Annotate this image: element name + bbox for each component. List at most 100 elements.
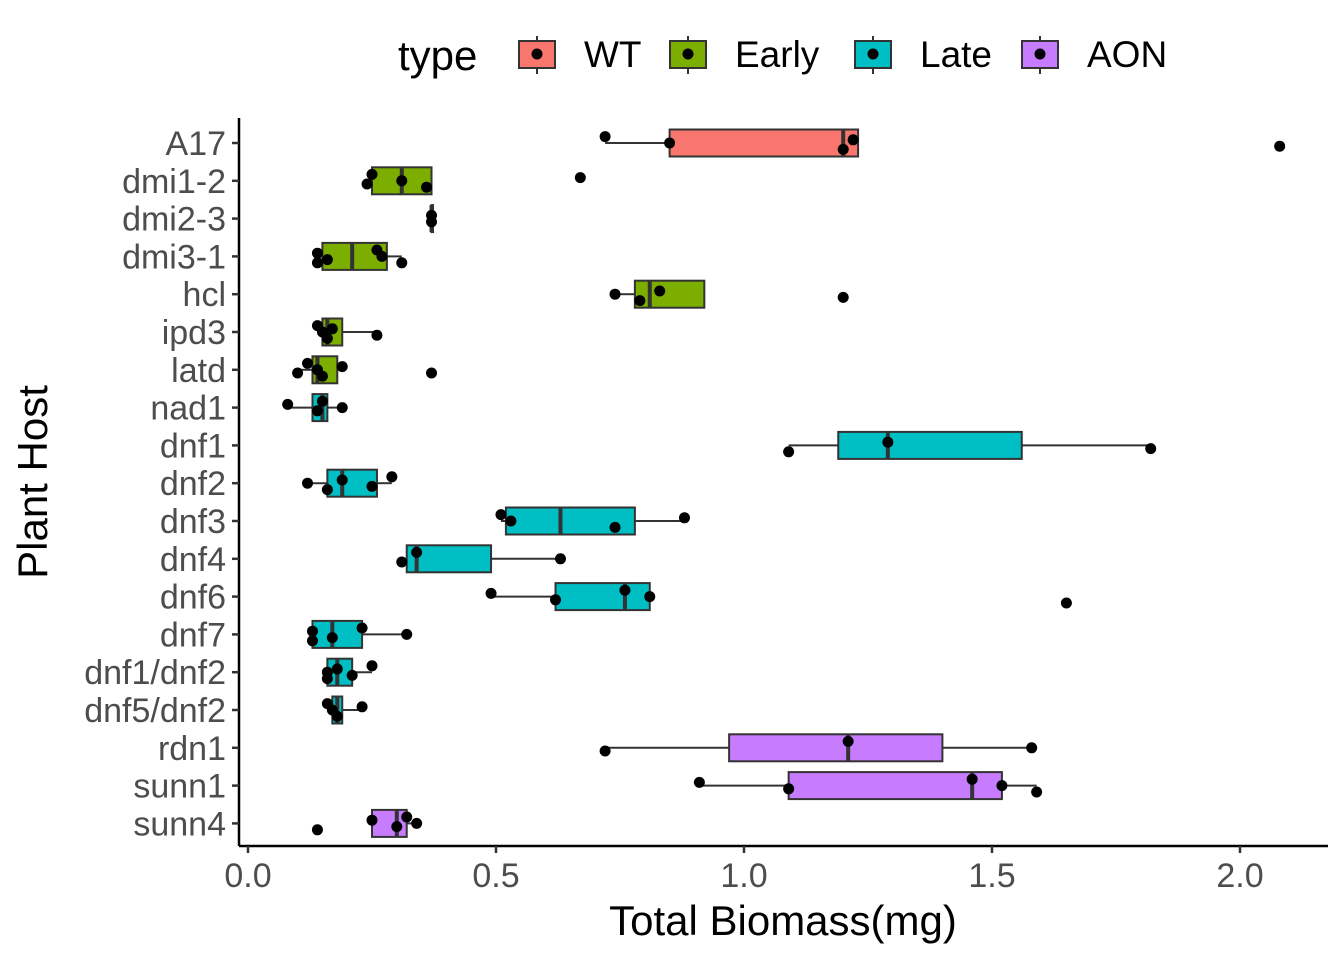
data-point: [336, 402, 348, 414]
legend-label: WT: [584, 34, 642, 75]
data-point: [783, 446, 795, 458]
data-point: [311, 247, 323, 259]
data-point: [1031, 786, 1043, 798]
y-tick-label: A17: [166, 125, 227, 163]
data-point: [678, 512, 690, 524]
data-point: [783, 783, 795, 795]
data-point: [1060, 597, 1072, 609]
data-point: [282, 398, 294, 410]
y-tick-label: sunn4: [133, 805, 226, 843]
legend-item: Late: [854, 34, 992, 75]
legend-item: WT: [518, 34, 642, 75]
legend-title: type: [398, 32, 477, 79]
box-body: [668, 128, 860, 158]
data-point: [485, 587, 497, 599]
data-point: [966, 773, 978, 785]
data-point: [396, 175, 408, 187]
data-point: [847, 134, 859, 146]
data-point: [599, 745, 611, 757]
data-point: [336, 474, 348, 486]
data-point: [361, 178, 373, 190]
y-axis-title: Plant Host: [9, 385, 56, 579]
data-point: [356, 701, 368, 713]
data-point: [306, 635, 318, 647]
data-point: [331, 710, 343, 722]
box-group: [599, 733, 1038, 763]
box-body: [371, 808, 408, 838]
data-point: [326, 632, 338, 644]
box-group: [321, 657, 378, 687]
box-body: [837, 430, 1023, 460]
legend: type WT Early Late AON: [398, 32, 1167, 79]
data-point: [292, 367, 304, 379]
legend-key-dot: [867, 48, 879, 60]
data-point: [366, 168, 378, 180]
box-group: [396, 544, 566, 574]
box-body: [633, 279, 706, 309]
legend-key-dot: [682, 48, 694, 60]
legend-label: Late: [920, 34, 992, 75]
data-point: [411, 546, 423, 558]
data-point: [366, 660, 378, 672]
data-point: [396, 556, 408, 568]
data-point: [386, 471, 398, 483]
y-tick-label: dnf1/dnf2: [84, 654, 226, 692]
data-point: [996, 780, 1008, 792]
data-point: [411, 817, 423, 829]
x-tick-label: 0.5: [472, 857, 519, 895]
legend-item: AON: [1021, 34, 1167, 75]
box-group: [311, 317, 383, 347]
legend-key-dot: [531, 48, 543, 60]
x-tick-label: 1.5: [968, 857, 1015, 895]
y-tick-label: rdn1: [158, 730, 226, 768]
data-point: [336, 361, 348, 373]
y-tick-label: sunn1: [133, 768, 226, 806]
box-group: [426, 204, 438, 234]
data-point: [505, 515, 517, 527]
box-body: [728, 733, 944, 763]
data-point: [401, 811, 413, 823]
box-group: [321, 695, 368, 725]
y-tick-label: dmi1-2: [122, 163, 226, 201]
data-point: [609, 521, 621, 533]
y-tick-label: dmi2-3: [122, 201, 226, 239]
data-point: [882, 436, 894, 448]
data-point: [331, 663, 343, 675]
box-group: [361, 166, 586, 196]
data-point: [401, 628, 413, 640]
legend-item: Early: [669, 34, 820, 75]
data-point: [1145, 443, 1157, 455]
data-point: [574, 172, 586, 184]
data-point: [842, 735, 854, 747]
data-point: [837, 143, 849, 155]
data-point: [321, 673, 333, 685]
x-tick-label: 1.0: [720, 857, 767, 895]
data-point: [609, 288, 621, 300]
data-point: [316, 395, 328, 407]
box-group: [783, 430, 1157, 460]
legend-key-dot: [1034, 48, 1046, 60]
data-point: [376, 250, 388, 262]
data-point: [396, 257, 408, 269]
data-point: [693, 776, 705, 788]
data-point: [664, 137, 676, 149]
x-tick-label: 0.0: [224, 857, 271, 895]
y-tick-label: dnf2: [160, 465, 226, 503]
axes: A17dmi1-2dmi2-3dmi3-1hclipd3latdnad1dnf1…: [84, 118, 1328, 895]
y-tick-label: hcl: [183, 276, 226, 314]
data-point: [316, 370, 328, 382]
data-point: [346, 669, 358, 681]
legend-label: AON: [1087, 34, 1167, 75]
data-point: [654, 285, 666, 297]
y-tick-label: dnf7: [160, 616, 226, 654]
plot-area: [282, 128, 1286, 838]
data-point: [421, 181, 433, 193]
data-point: [644, 591, 656, 603]
data-point: [366, 480, 378, 492]
y-tick-label: dmi3-1: [122, 238, 226, 276]
x-axis-title: Total Biomass(mg): [609, 897, 957, 944]
y-tick-label: dnf6: [160, 579, 226, 617]
box-group: [282, 393, 348, 423]
data-point: [1026, 742, 1038, 754]
data-point: [1274, 140, 1286, 152]
